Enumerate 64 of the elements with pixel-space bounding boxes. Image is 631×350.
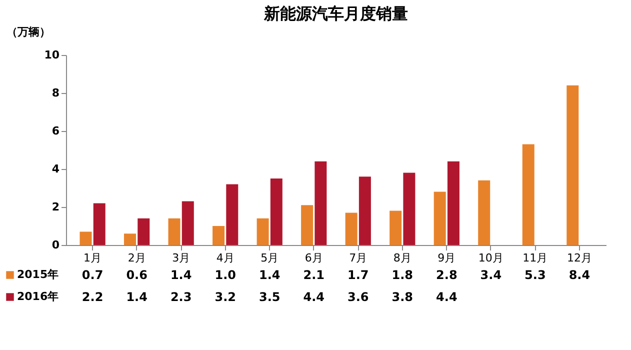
data-label: 1.4 bbox=[170, 268, 192, 282]
y-tick-label: 2 bbox=[52, 200, 60, 214]
x-tick-label: 9月 bbox=[438, 252, 456, 264]
bar bbox=[345, 212, 358, 245]
data-label: 2.3 bbox=[170, 290, 192, 304]
y-axis-title: （万辆） bbox=[6, 26, 50, 38]
data-label: 1.4 bbox=[258, 268, 280, 282]
y-tick-label: 4 bbox=[52, 162, 60, 176]
bar bbox=[182, 201, 194, 245]
data-label: 1.0 bbox=[214, 268, 236, 282]
bar bbox=[358, 176, 371, 245]
x-tick-label: 1月 bbox=[84, 252, 102, 264]
bar bbox=[522, 144, 534, 245]
x-tick-label: 8月 bbox=[393, 252, 412, 264]
bar bbox=[256, 218, 269, 245]
x-tick-label: 6月 bbox=[304, 252, 323, 264]
bar bbox=[314, 161, 327, 245]
x-tick-label: 4月 bbox=[216, 252, 234, 264]
bar bbox=[566, 85, 579, 245]
data-label: 4.4 bbox=[436, 290, 458, 304]
data-label: 8.4 bbox=[568, 268, 590, 282]
bar bbox=[80, 232, 92, 245]
data-label: 1.7 bbox=[348, 268, 369, 282]
bar bbox=[168, 218, 180, 245]
y-tick-label: 6 bbox=[52, 124, 60, 138]
x-tick-label: 12月 bbox=[566, 252, 592, 264]
bar bbox=[301, 205, 314, 245]
bar bbox=[212, 226, 225, 245]
x-tick-label: 10月 bbox=[478, 252, 504, 264]
x-tick-label: 11月 bbox=[522, 252, 548, 264]
y-tick-label: 10 bbox=[44, 48, 60, 62]
data-label: 2.1 bbox=[303, 268, 324, 282]
x-tick-label: 5月 bbox=[260, 252, 279, 264]
y-tick-label: 8 bbox=[52, 86, 60, 100]
bar bbox=[93, 203, 106, 245]
x-tick-label: 7月 bbox=[349, 252, 368, 264]
data-label: 1.4 bbox=[126, 290, 148, 304]
data-label: 2.8 bbox=[436, 268, 458, 282]
chart-title: 新能源汽车月度销量 bbox=[263, 4, 408, 23]
data-label: 3.4 bbox=[480, 268, 502, 282]
data-label: 3.2 bbox=[214, 290, 236, 304]
legend-label: 2015年 bbox=[17, 268, 59, 281]
data-label: 5.3 bbox=[524, 268, 546, 282]
data-label: 0.7 bbox=[82, 268, 104, 282]
x-tick-label: 2月 bbox=[128, 252, 146, 264]
bar bbox=[138, 218, 150, 245]
bar bbox=[434, 192, 446, 245]
data-label: 3.6 bbox=[348, 290, 369, 304]
data-label: 3.5 bbox=[258, 290, 280, 304]
data-label: 0.6 bbox=[126, 268, 148, 282]
legend-label: 2016年 bbox=[17, 290, 59, 303]
data-label: 3.8 bbox=[392, 290, 414, 304]
bar bbox=[447, 161, 460, 245]
bar bbox=[226, 184, 238, 245]
data-label: 2.2 bbox=[82, 290, 104, 304]
x-tick-label: 3月 bbox=[172, 252, 190, 264]
bar bbox=[478, 180, 490, 245]
data-label: 1.8 bbox=[392, 268, 414, 282]
bar bbox=[124, 234, 136, 245]
bar bbox=[403, 172, 416, 245]
bar bbox=[270, 178, 282, 245]
y-tick-label: 0 bbox=[52, 238, 60, 252]
data-label: 4.4 bbox=[303, 290, 324, 304]
bar bbox=[390, 210, 402, 245]
